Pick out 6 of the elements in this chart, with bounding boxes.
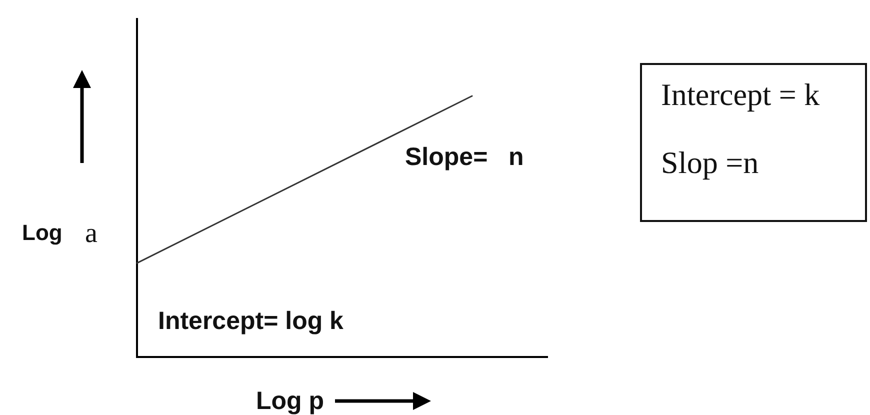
x-axis-title: Log p <box>256 387 324 415</box>
y-axis-title: Log a <box>22 218 98 249</box>
annotation: Intercept= log k <box>158 307 344 335</box>
text: Slop =n <box>661 145 760 180</box>
text: Intercept = k <box>661 77 820 112</box>
annotation: Slope= n <box>405 143 524 171</box>
